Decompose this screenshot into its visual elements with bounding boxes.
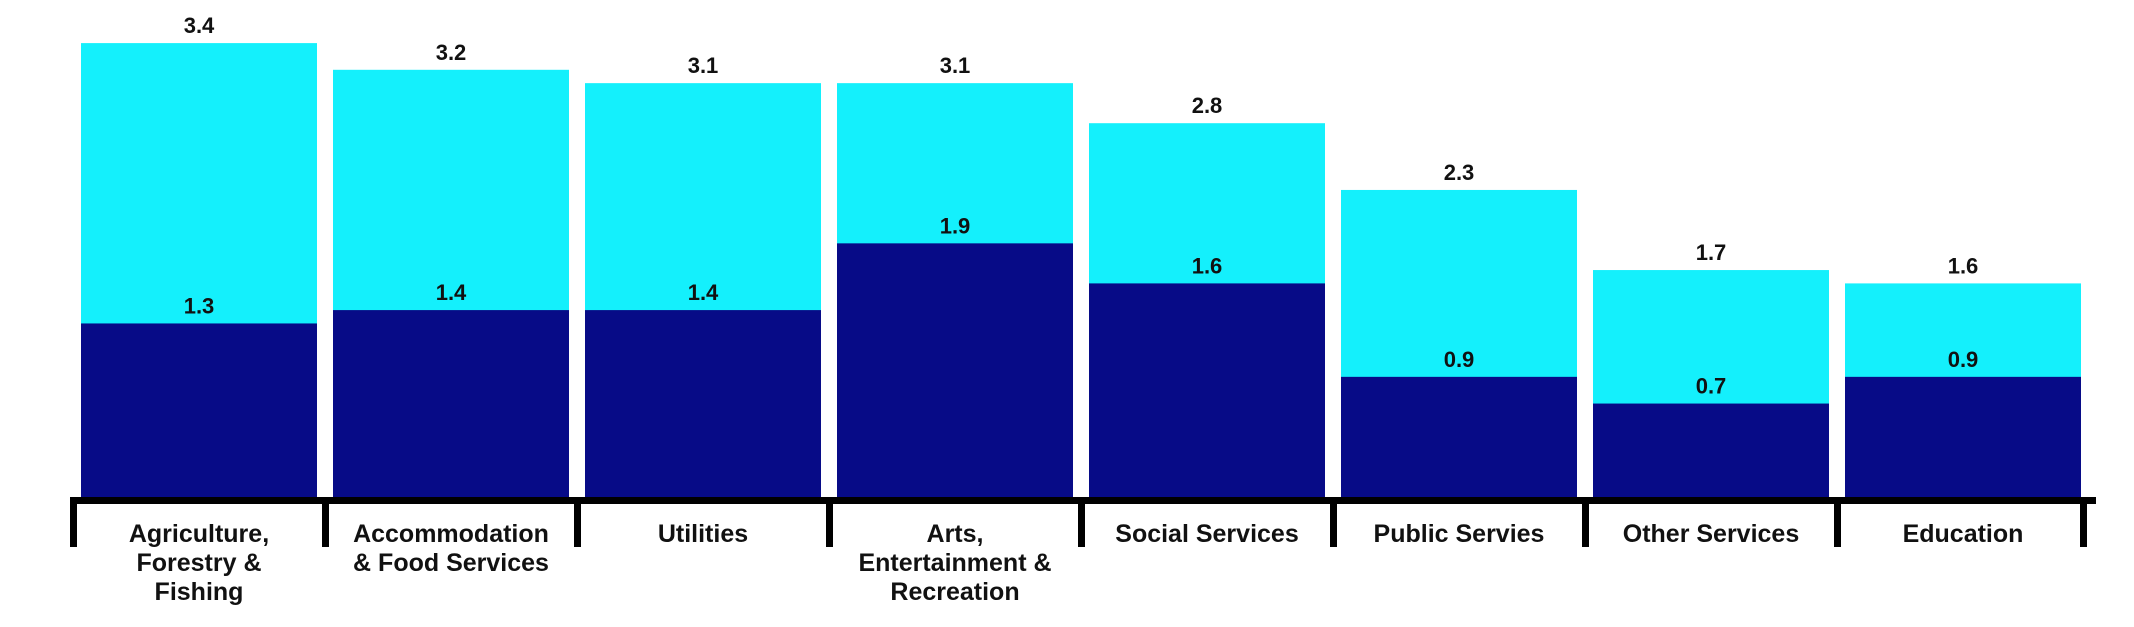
category-label-8: Education <box>1903 520 2024 548</box>
category-label-4: Arts, Entertainment & Recreation <box>858 520 1051 606</box>
x-axis-tick-1 <box>70 497 77 547</box>
bar-inner-2 <box>333 310 569 497</box>
category-label-line: Utilities <box>658 520 748 548</box>
category-label-line: Recreation <box>890 578 1019 606</box>
value-label-total-6: 2.3 <box>1444 160 1475 185</box>
x-axis <box>70 497 2096 547</box>
category-label-line: Fishing <box>155 578 244 606</box>
bar-inner-8 <box>1845 376 2081 497</box>
category-label-2: Accommodation & Food Services <box>353 520 549 577</box>
category-label-line: Social Services <box>1115 520 1298 548</box>
category-label-1: Agriculture, Forestry & Fishing <box>129 520 269 606</box>
value-label-inner-5: 1.6 <box>1192 253 1223 278</box>
value-label-total-3: 3.1 <box>688 53 719 78</box>
value-label-inner-1: 1.3 <box>184 293 215 318</box>
bar-inner-3 <box>585 310 821 497</box>
category-label-line: Forestry & <box>136 549 261 577</box>
bar-inner-5 <box>1089 283 1325 497</box>
x-axis-tick-3 <box>574 497 581 547</box>
bar-inner-4 <box>837 243 1073 497</box>
value-label-inner-6: 0.9 <box>1444 347 1475 372</box>
value-label-total-1: 3.4 <box>184 13 215 38</box>
x-axis-tick-8 <box>1834 497 1841 547</box>
value-label-total-4: 3.1 <box>940 53 971 78</box>
category-label-line: Education <box>1903 520 2024 548</box>
value-label-inner-4: 1.9 <box>940 213 971 238</box>
x-axis-tick-9 <box>2080 497 2087 547</box>
bar-inner-6 <box>1341 376 1577 497</box>
value-label-total-8: 1.6 <box>1948 253 1979 278</box>
x-axis-tick-5 <box>1078 497 1085 547</box>
value-label-inner-7: 0.7 <box>1696 374 1727 399</box>
category-label-line: Other Services <box>1623 520 1800 548</box>
value-label-inner-8: 0.9 <box>1948 347 1979 372</box>
value-labels: 3.4 1.3 3.2 1.4 3.1 1.4 3.1 1.9 2.8 1.6 2.3 0.9 1.7 0… <box>184 13 1979 398</box>
category-label-line: Public Servies <box>1374 520 1545 548</box>
category-label-3: Utilities <box>658 520 748 548</box>
category-label-line: Entertainment & <box>858 549 1051 577</box>
bar-inner-1 <box>81 323 317 497</box>
bar-inner-7 <box>1593 403 1829 497</box>
value-label-inner-2: 1.4 <box>436 280 467 305</box>
category-label-5: Social Services <box>1115 520 1298 548</box>
category-label-line: Arts, <box>927 520 984 548</box>
value-label-inner-3: 1.4 <box>688 280 719 305</box>
category-label-7: Other Services <box>1623 520 1800 548</box>
category-label-6: Public Servies <box>1374 520 1545 548</box>
series-inner-bars <box>81 243 2081 497</box>
x-axis-tick-6 <box>1330 497 1337 547</box>
category-label-line: Agriculture, <box>129 520 269 548</box>
value-label-total-7: 1.7 <box>1696 240 1727 265</box>
x-axis-tick-4 <box>826 497 833 547</box>
x-axis-tick-2 <box>322 497 329 547</box>
value-label-total-2: 3.2 <box>436 40 467 65</box>
category-labels: Agriculture, Forestry & Fishing Accommodati… <box>129 520 2024 606</box>
value-label-total-5: 2.8 <box>1192 93 1223 118</box>
category-label-line: Accommodation <box>353 520 549 548</box>
x-axis-tick-7 <box>1582 497 1589 547</box>
category-label-line: & Food Services <box>353 549 549 577</box>
